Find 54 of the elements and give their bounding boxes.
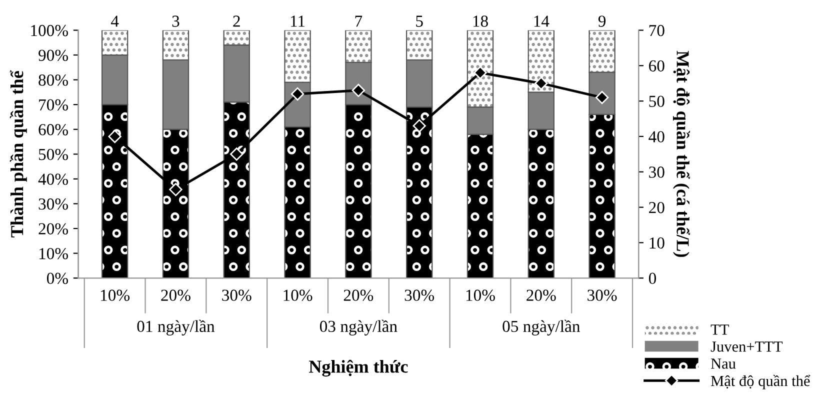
y2-tick-label: 20: [649, 202, 664, 214]
x-tick-label: 10%: [466, 290, 495, 301]
x-tick-label: 30%: [404, 290, 434, 301]
x-tick-label: 30%: [222, 290, 252, 301]
point: [108, 130, 122, 144]
text: 11: [290, 16, 305, 27]
point: [169, 182, 182, 196]
y-tick-label: 20%: [38, 223, 68, 234]
text: 7: [355, 16, 362, 27]
x-tick-label: 20%: [161, 290, 190, 301]
y2-tick-label: 70: [649, 24, 664, 36]
y2-tick-label: 10: [650, 237, 664, 249]
x-tick-label: 20%: [526, 290, 556, 301]
text: 01 ngày/lần: [137, 320, 215, 336]
y-axis-title: Thành phần quần thể: [10, 70, 27, 238]
y2-tick-label: 40: [648, 131, 664, 142]
y-tick-label: 90%: [38, 50, 68, 62]
legend-label: Juven+TTT: [710, 342, 783, 352]
x-tick-label: 20%: [344, 290, 374, 301]
legend-label: Nau: [710, 358, 736, 369]
y-tick-label: 70%: [39, 99, 68, 111]
legend-label: Mật độ quần thể: [710, 374, 810, 390]
point: [412, 119, 426, 132]
y-tick-label: 30%: [38, 198, 68, 210]
y-tick-label: 0%: [46, 272, 68, 284]
y-tick-label: 80%: [38, 74, 68, 86]
text: 05 ngày/lần: [502, 320, 580, 336]
text: 4: [110, 16, 119, 27]
y2-tick-label: 50: [649, 96, 664, 107]
y2-tick-label: 30: [649, 166, 664, 178]
text: 03 ngày/lần: [320, 320, 398, 336]
point: [230, 148, 244, 161]
legend-label: TT: [710, 324, 729, 335]
point: [290, 87, 304, 101]
x-tick-label: 10%: [284, 290, 312, 301]
y-tick-label: 60%: [38, 124, 68, 136]
x-tick-label: 30%: [588, 290, 617, 301]
y2-axis-title: Mật độ quần thể (cá thể/L): [673, 50, 690, 257]
text: 3: [172, 16, 180, 27]
point: [474, 66, 487, 80]
y-tick-label: 10%: [39, 248, 68, 260]
point: [534, 76, 548, 90]
text: 9: [598, 16, 606, 27]
text: 18: [473, 16, 488, 27]
y2-tick-label: 0: [648, 272, 656, 284]
text: 5: [416, 16, 423, 27]
text: 14: [534, 16, 550, 27]
x-tick-label: 10%: [101, 290, 130, 301]
y-tick-label: 50%: [38, 148, 68, 160]
x-axis-title: Nghiệm thức: [308, 360, 408, 377]
text: 2: [233, 16, 240, 27]
y-tick-label: 100%: [31, 24, 68, 36]
y-tick-label: 40%: [38, 174, 68, 185]
y2-tick-label: 60: [649, 60, 664, 72]
